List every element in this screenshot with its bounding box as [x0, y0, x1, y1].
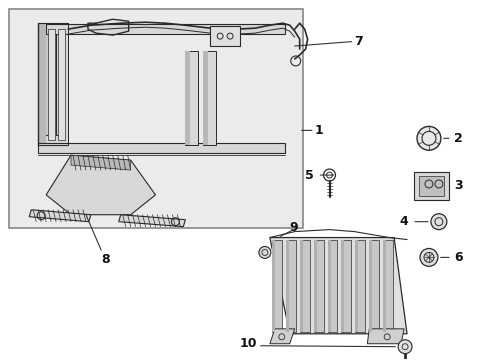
Polygon shape — [185, 51, 198, 145]
Text: 9: 9 — [289, 221, 298, 234]
Polygon shape — [56, 26, 63, 135]
Polygon shape — [119, 215, 185, 227]
Text: 4: 4 — [398, 215, 407, 228]
Polygon shape — [38, 23, 68, 145]
Polygon shape — [299, 239, 302, 332]
Polygon shape — [46, 24, 284, 34]
Circle shape — [397, 340, 411, 354]
Text: 6: 6 — [453, 251, 462, 264]
Polygon shape — [203, 51, 216, 145]
Text: 1: 1 — [301, 124, 323, 137]
Polygon shape — [313, 239, 323, 332]
Polygon shape — [38, 23, 46, 145]
Polygon shape — [413, 172, 448, 200]
Text: 3: 3 — [453, 179, 462, 193]
Circle shape — [258, 247, 270, 258]
Polygon shape — [418, 176, 443, 196]
Text: 7: 7 — [294, 35, 363, 48]
Polygon shape — [271, 239, 274, 332]
Polygon shape — [46, 26, 53, 135]
Polygon shape — [341, 239, 351, 332]
Text: 8: 8 — [86, 215, 109, 266]
Polygon shape — [38, 143, 284, 153]
Polygon shape — [383, 239, 392, 332]
Polygon shape — [366, 329, 403, 344]
Circle shape — [419, 248, 437, 266]
Text: 10: 10 — [240, 337, 257, 350]
Polygon shape — [355, 239, 365, 332]
Polygon shape — [185, 51, 190, 145]
Polygon shape — [271, 239, 281, 332]
Polygon shape — [269, 238, 406, 334]
Polygon shape — [48, 29, 55, 140]
Text: 2: 2 — [453, 132, 462, 145]
Polygon shape — [29, 210, 91, 222]
Polygon shape — [269, 329, 294, 344]
Polygon shape — [285, 239, 295, 332]
Polygon shape — [383, 239, 386, 332]
Polygon shape — [210, 26, 240, 46]
Polygon shape — [368, 239, 371, 332]
Polygon shape — [341, 239, 344, 332]
Polygon shape — [355, 239, 358, 332]
Polygon shape — [327, 239, 337, 332]
Polygon shape — [327, 239, 330, 332]
Polygon shape — [313, 239, 316, 332]
Polygon shape — [299, 239, 309, 332]
Circle shape — [416, 126, 440, 150]
Polygon shape — [285, 239, 288, 332]
Circle shape — [430, 214, 446, 230]
Text: 5: 5 — [304, 168, 313, 181]
Polygon shape — [46, 26, 51, 135]
Polygon shape — [46, 155, 155, 215]
Polygon shape — [368, 239, 379, 332]
Polygon shape — [71, 155, 130, 170]
Bar — [9, 9, 302, 228]
Polygon shape — [203, 51, 208, 145]
Polygon shape — [58, 29, 65, 140]
